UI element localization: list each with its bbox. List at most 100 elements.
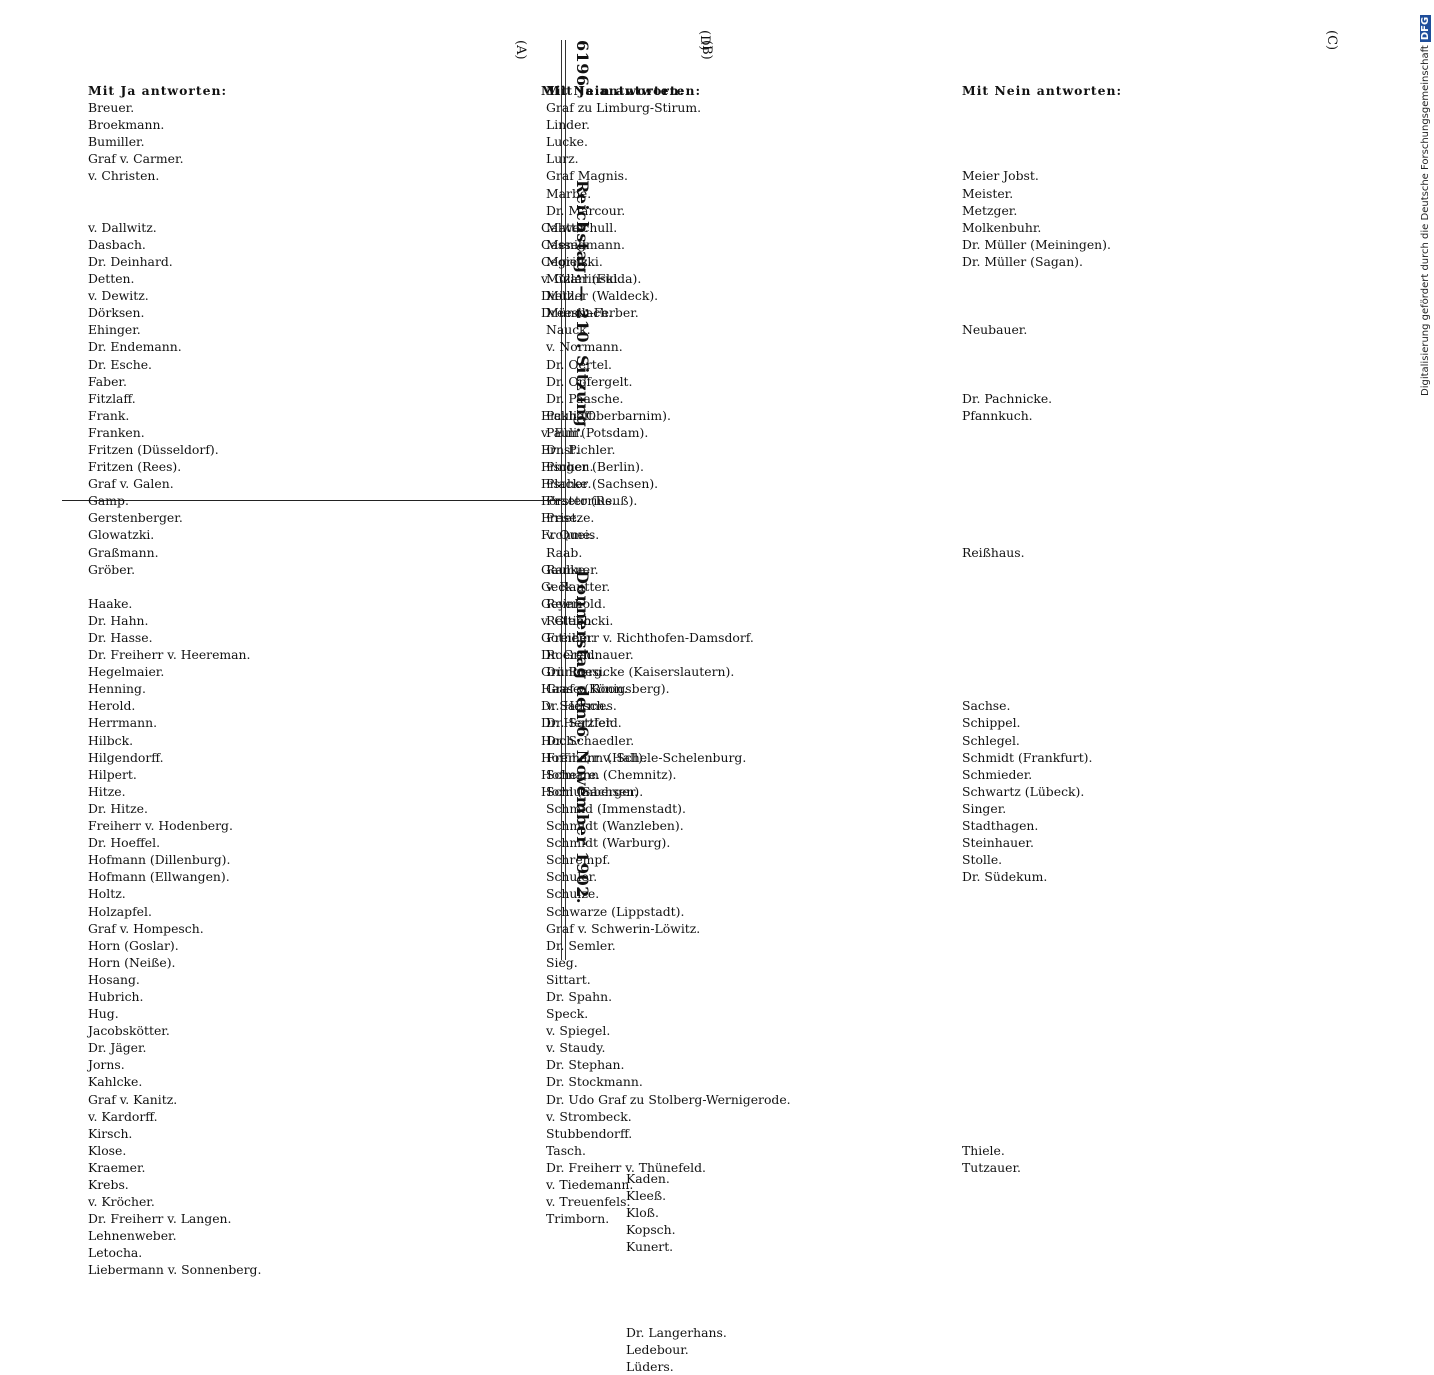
member-name: v. Dewitz. xyxy=(88,288,149,304)
member-name: Kahlcke. xyxy=(88,1074,143,1090)
member-name: Klose. xyxy=(88,1142,127,1158)
member-name: Dr. Pachnicke. xyxy=(962,390,1053,406)
member-name: Graßmann. xyxy=(88,544,159,560)
member-name xyxy=(962,903,1122,920)
member-name xyxy=(962,458,1122,475)
member-name: Dr. Sattler. xyxy=(546,715,615,731)
member-name: Dörksen. xyxy=(88,305,145,321)
member-name: v. Kröcher. xyxy=(88,1194,155,1210)
member-name: v. Staudy. xyxy=(546,1040,606,1056)
member-name xyxy=(962,646,1122,663)
member-name: Dr. Pichler. xyxy=(546,441,616,457)
member-name: Schrempf. xyxy=(546,852,611,868)
section-mark-c: (C) xyxy=(1324,30,1339,51)
member-name: Dr. Paasche. xyxy=(546,390,624,406)
member-name: Pauli (Potsdam). xyxy=(546,424,649,440)
member-name xyxy=(962,304,1122,321)
member-name: Dr. Müller (Sagan). xyxy=(962,253,1083,269)
member-name: Dr. Semler. xyxy=(546,937,616,953)
member-name: v. Strombeck. xyxy=(546,1108,632,1124)
member-name: Müller (Waldeck). xyxy=(546,288,659,304)
member-name: Scherre. xyxy=(546,766,600,782)
member-name: Lurz. xyxy=(546,151,579,167)
member-name xyxy=(962,441,1122,458)
member-name: Dr. Spahn. xyxy=(546,988,613,1004)
member-name xyxy=(962,612,1122,629)
member-name: Fitzlaff. xyxy=(88,390,136,406)
member-name: Dr. Schaedler. xyxy=(546,732,635,748)
member-name: Stolle. xyxy=(962,852,1003,868)
member-name xyxy=(962,629,1122,646)
member-name: Dr. Jäger. xyxy=(88,1040,147,1056)
column-ja-right: Mit Ja antworten: Graf zu Limburg-Stirum.… xyxy=(546,82,791,1227)
member-name: Kirsch. xyxy=(88,1125,133,1141)
member-name: Hofmann (Dillenburg). xyxy=(88,852,231,868)
member-name xyxy=(962,373,1122,390)
column-ja-left: Mit Ja antworten: Breuer. Broekmann. Bumill… xyxy=(88,82,261,1279)
member-name: Molkenbuhr. xyxy=(962,219,1042,235)
member-name: Jacobskötter. xyxy=(88,1023,170,1039)
member-name xyxy=(962,116,1122,133)
member-name: Lehnenweber. xyxy=(88,1228,177,1244)
member-name: Holzapfel. xyxy=(88,903,152,919)
member-name: v. Treuenfels. xyxy=(546,1194,631,1210)
member-name xyxy=(962,1005,1122,1022)
member-name: Graf zu Limburg-Stirum. xyxy=(546,100,702,116)
member-name: Reinhold. xyxy=(546,595,606,611)
member-name: Pingen. xyxy=(546,459,594,475)
member-name: Linder. xyxy=(546,117,590,133)
member-name xyxy=(962,1056,1122,1073)
member-name xyxy=(962,937,1122,954)
member-name: Lucke. xyxy=(546,134,588,150)
member-name: Fritzen (Rees). xyxy=(88,459,182,475)
member-name: Neubauer. xyxy=(962,322,1028,338)
member-name: v. Queis. xyxy=(546,527,600,543)
member-name: v. Salisch. xyxy=(546,698,609,714)
member-name xyxy=(962,1039,1122,1056)
member-name: Broekmann. xyxy=(88,117,165,133)
member-name: Kunert. xyxy=(626,1239,674,1255)
member-name: Raab. xyxy=(546,544,583,560)
member-name: Müller (Fulda). xyxy=(546,271,642,287)
member-name: Hegelmaier. xyxy=(88,664,165,680)
member-name xyxy=(88,202,261,219)
member-name: Hug. xyxy=(88,1006,119,1022)
member-name: Schlegel. xyxy=(962,732,1020,748)
member-name: Reißhaus. xyxy=(962,544,1025,560)
member-name: Moritz. xyxy=(546,253,592,269)
member-name: Gröber. xyxy=(88,561,136,577)
member-name: Liebermann v. Sonnenberg. xyxy=(88,1262,262,1278)
member-name: Graf v. Kanitz. xyxy=(88,1091,178,1107)
member-name: Dr. Opfergelt. xyxy=(546,373,633,389)
member-name: Dr. Endemann. xyxy=(88,339,182,355)
member-name xyxy=(962,1091,1122,1108)
page-number: 6196 xyxy=(573,40,592,87)
member-name: Letocha. xyxy=(88,1245,143,1261)
member-name: Dr. Stephan. xyxy=(546,1057,625,1073)
column-heading: Mit Ja antworten: xyxy=(546,83,686,98)
member-name: v. Rautter. xyxy=(546,578,611,594)
member-name: Mattschull. xyxy=(546,219,618,235)
member-name: Freiherr v. Richthofen-Damsdorf. xyxy=(546,630,754,645)
member-name: Roeren. xyxy=(546,647,596,663)
member-name: Dr. Freiherr v. Thünefeld. xyxy=(546,1159,706,1175)
member-name xyxy=(626,1290,727,1307)
member-name: Dasbach. xyxy=(88,236,146,252)
dfg-credit-text: Digitalisierung gefördert durch die Deut… xyxy=(1420,45,1431,396)
member-name: Dr. Stockmann. xyxy=(546,1074,643,1090)
member-name: Lüders. xyxy=(626,1359,674,1375)
member-name: Schlumberger. xyxy=(546,783,639,799)
member-name: Trimborn. xyxy=(546,1211,610,1227)
member-name: Detten. xyxy=(88,271,135,287)
member-name: Dr. Freiherr v. Heereman. xyxy=(88,647,251,663)
member-name: Gerstenberger. xyxy=(88,510,183,526)
member-name xyxy=(626,1255,727,1272)
member-name: Pfannkuch. xyxy=(962,407,1033,423)
member-name: Menig. xyxy=(546,236,590,252)
member-name: Pauli (Oberbarnim). xyxy=(546,407,671,423)
column-heading: Mit Ja antworten: xyxy=(88,83,228,98)
member-name: Thiele. xyxy=(962,1142,1005,1158)
member-name xyxy=(962,885,1122,902)
member-name xyxy=(962,150,1122,167)
member-name: Stubbendorff. xyxy=(546,1125,633,1141)
